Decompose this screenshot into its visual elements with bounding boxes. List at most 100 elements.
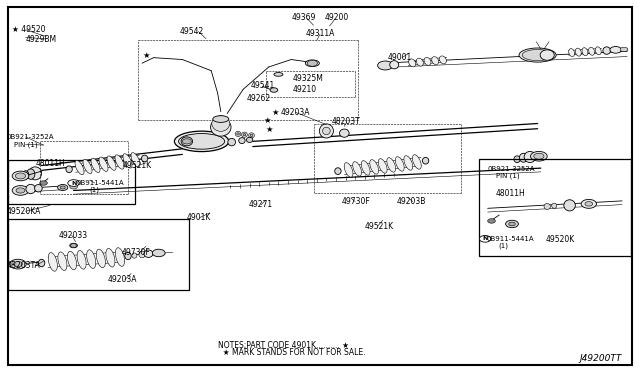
Circle shape: [307, 60, 317, 66]
Text: 49521K: 49521K: [365, 222, 394, 231]
Ellipse shape: [575, 48, 581, 56]
Ellipse shape: [75, 160, 84, 175]
Text: 49262: 49262: [246, 94, 271, 103]
Ellipse shape: [522, 49, 553, 61]
Text: 49730F: 49730F: [342, 197, 371, 206]
Circle shape: [16, 188, 25, 193]
Ellipse shape: [139, 251, 145, 258]
Ellipse shape: [387, 158, 396, 172]
Text: ★: ★: [265, 125, 273, 134]
Ellipse shape: [544, 203, 550, 209]
Ellipse shape: [390, 61, 399, 69]
Ellipse shape: [212, 116, 230, 131]
Ellipse shape: [179, 134, 225, 149]
Ellipse shape: [131, 153, 140, 167]
Ellipse shape: [409, 59, 415, 67]
Circle shape: [610, 46, 621, 53]
Ellipse shape: [396, 157, 404, 171]
Text: 49520K: 49520K: [545, 235, 575, 244]
Circle shape: [378, 61, 393, 70]
Ellipse shape: [250, 134, 253, 137]
Ellipse shape: [340, 129, 349, 137]
Circle shape: [270, 88, 278, 92]
Ellipse shape: [115, 155, 124, 169]
Circle shape: [506, 220, 518, 228]
Ellipse shape: [29, 167, 42, 180]
Ellipse shape: [242, 132, 248, 137]
Ellipse shape: [123, 154, 132, 168]
Ellipse shape: [86, 250, 96, 269]
Text: 49210: 49210: [293, 85, 317, 94]
Bar: [8, 160, 135, 204]
Text: NOTES;PART CODE 4901K.......... ★: NOTES;PART CODE 4901K.......... ★: [218, 341, 349, 350]
Ellipse shape: [26, 184, 35, 193]
Circle shape: [10, 259, 26, 269]
Text: PIN (1): PIN (1): [14, 141, 38, 148]
Circle shape: [58, 185, 68, 190]
Text: ★: ★: [142, 51, 150, 60]
Ellipse shape: [514, 156, 520, 163]
Ellipse shape: [432, 57, 438, 65]
Circle shape: [581, 199, 596, 208]
Ellipse shape: [353, 162, 362, 176]
Ellipse shape: [361, 161, 370, 175]
Ellipse shape: [520, 153, 527, 162]
Ellipse shape: [115, 248, 125, 266]
Text: 4929BM: 4929BM: [26, 35, 57, 44]
Text: (1): (1): [498, 242, 508, 249]
Ellipse shape: [141, 155, 148, 162]
Ellipse shape: [582, 48, 588, 56]
Circle shape: [70, 185, 77, 189]
Text: 49203A: 49203A: [108, 275, 137, 284]
Ellipse shape: [106, 248, 115, 267]
Ellipse shape: [66, 166, 72, 173]
Text: PIN (1): PIN (1): [496, 173, 520, 179]
Ellipse shape: [125, 252, 131, 260]
Ellipse shape: [70, 243, 77, 248]
Text: 49521K: 49521K: [123, 161, 152, 170]
Text: 48011H: 48011H: [35, 159, 65, 168]
Ellipse shape: [27, 169, 35, 179]
Text: 4901K: 4901K: [187, 213, 211, 222]
Circle shape: [12, 186, 29, 195]
Ellipse shape: [48, 253, 58, 271]
Ellipse shape: [96, 249, 106, 268]
Text: 49369: 49369: [291, 13, 316, 22]
Circle shape: [70, 244, 77, 247]
Ellipse shape: [58, 252, 67, 270]
Circle shape: [531, 151, 547, 161]
Ellipse shape: [174, 131, 229, 152]
Ellipse shape: [228, 138, 236, 146]
Text: 49271: 49271: [248, 200, 273, 209]
Text: (1): (1): [90, 186, 100, 193]
Ellipse shape: [212, 116, 229, 122]
Ellipse shape: [424, 57, 431, 65]
Circle shape: [182, 139, 191, 144]
Ellipse shape: [519, 48, 556, 62]
Circle shape: [585, 202, 593, 206]
Ellipse shape: [274, 73, 283, 76]
Text: ★ 49520: ★ 49520: [12, 25, 45, 34]
Ellipse shape: [22, 171, 29, 179]
Ellipse shape: [412, 155, 421, 169]
Ellipse shape: [83, 159, 92, 174]
Ellipse shape: [77, 250, 86, 269]
Ellipse shape: [243, 134, 246, 136]
Ellipse shape: [99, 157, 108, 171]
Ellipse shape: [248, 133, 255, 138]
Ellipse shape: [404, 156, 413, 170]
Ellipse shape: [211, 118, 231, 136]
Ellipse shape: [422, 157, 429, 164]
Text: ★: ★: [264, 116, 271, 125]
Ellipse shape: [246, 137, 253, 142]
Ellipse shape: [91, 158, 100, 173]
Ellipse shape: [323, 127, 330, 135]
Circle shape: [534, 153, 544, 159]
Ellipse shape: [38, 259, 45, 267]
Text: ★ MARK STANDS FOR NOT FOR SALE.: ★ MARK STANDS FOR NOT FOR SALE.: [218, 348, 365, 357]
Text: J49200TT: J49200TT: [579, 355, 621, 363]
Ellipse shape: [595, 47, 601, 55]
Circle shape: [13, 262, 22, 267]
Ellipse shape: [552, 203, 557, 208]
Ellipse shape: [107, 156, 116, 170]
